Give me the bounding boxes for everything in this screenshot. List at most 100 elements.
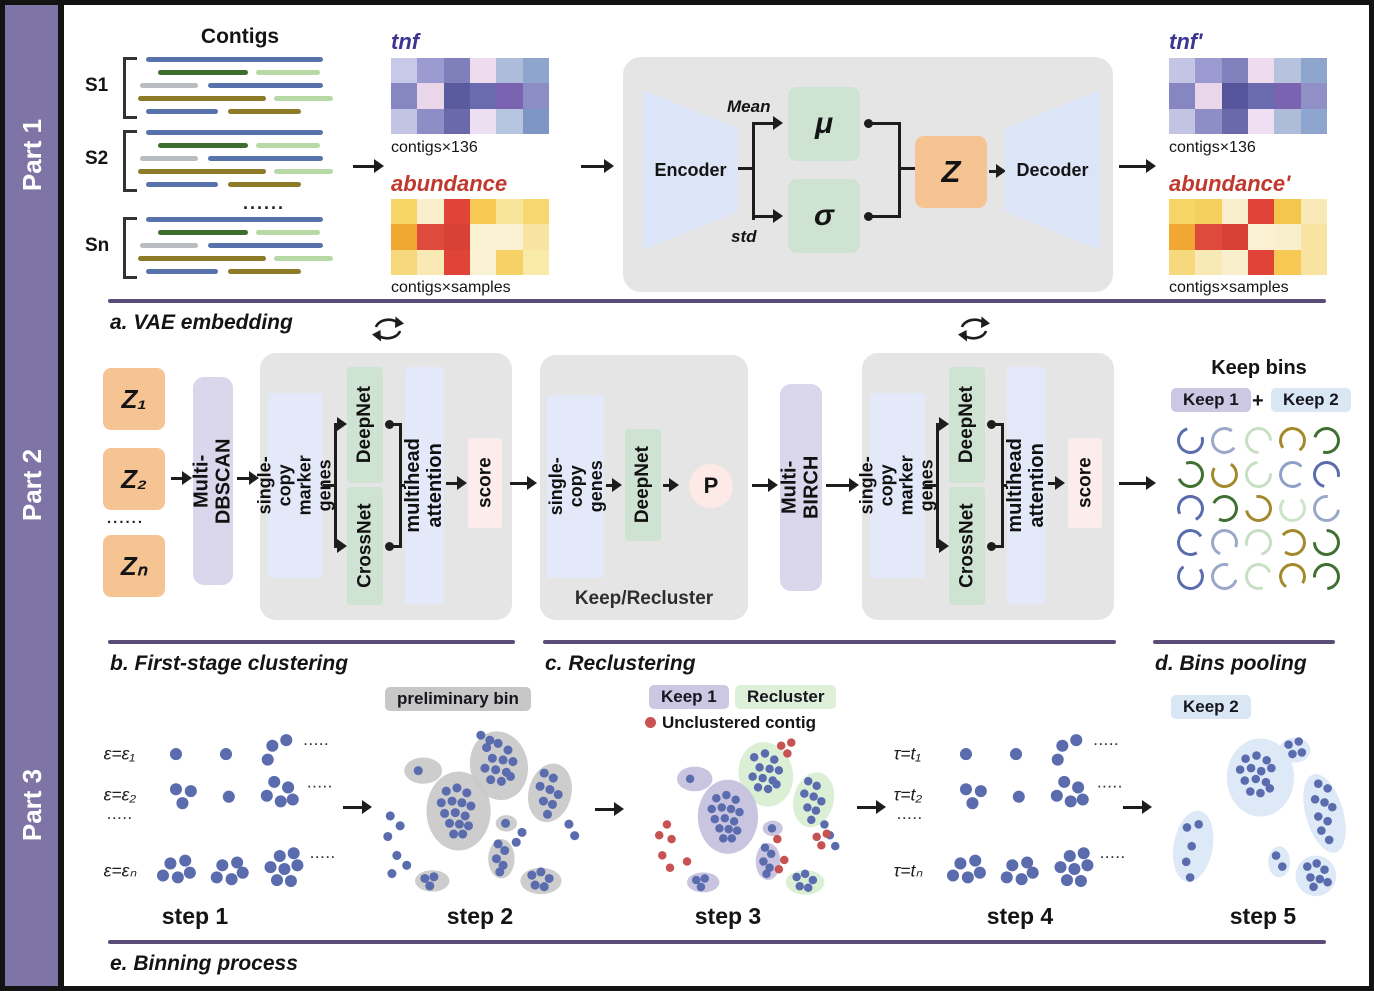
- z1-input: Z₁: [103, 368, 165, 430]
- abundance-out-sublabel: contigs×samples: [1169, 279, 1289, 296]
- abundance-sublabel: contigs×samples: [391, 279, 511, 296]
- preliminary-bin-badge: preliminary bin: [385, 687, 531, 711]
- sigma-block: σ: [788, 179, 860, 253]
- tnf-heatmap: [391, 58, 549, 134]
- z1-label: Z₁: [121, 383, 147, 414]
- heatmap-cell: [1300, 249, 1327, 275]
- tauN-label: τ=tₙ: [894, 860, 924, 880]
- bin-ring: [1206, 490, 1242, 526]
- z-block: Z: [915, 136, 987, 208]
- junction-dot: [864, 212, 873, 221]
- section-b-label: b. First-stage clustering: [110, 652, 349, 675]
- heatmap-cell: [496, 108, 523, 134]
- bin-ring: [1174, 560, 1206, 592]
- heatmap-cell: [1300, 108, 1327, 134]
- epsilon1-label: ε=ε₁: [104, 744, 136, 764]
- bin-ring: [1206, 524, 1242, 560]
- connector: [898, 122, 901, 218]
- bin-ring: [1240, 558, 1276, 594]
- keep-bins-grid: [1171, 420, 1346, 596]
- contig-line: [228, 109, 301, 114]
- tnf-out-label: tnf': [1169, 29, 1203, 54]
- sample-group-s1: S1: [85, 57, 345, 119]
- heatmap-cell: [1195, 108, 1222, 134]
- arrow-contigs-to-features: [353, 159, 384, 173]
- kr-deepnet-label: DeepNet: [632, 446, 654, 524]
- heatmap-cell: [1300, 83, 1327, 109]
- stage1-deepnet-block: DeepNet: [347, 367, 383, 483]
- arrow-stage2-to-keepbins: [1119, 476, 1156, 490]
- samples-ellipsis: ......: [243, 193, 286, 213]
- divider-c: [543, 640, 1116, 644]
- preliminary-bin-ellipses: [404, 731, 572, 895]
- keep-bins-title: Keep bins: [1211, 357, 1307, 379]
- contig-line: [208, 243, 323, 248]
- bin-ring: [1238, 420, 1278, 460]
- mu-block: μ: [788, 87, 860, 161]
- bin-ring: [1238, 454, 1278, 494]
- abundance-out-heatmap: [1169, 199, 1327, 275]
- bin-ring: [1239, 489, 1277, 527]
- multi-dbscan-block: Multi-DBSCAN: [191, 377, 235, 585]
- tnf-out-heatmap: [1169, 58, 1327, 134]
- sample-label-s1: S1: [85, 75, 109, 96]
- bin-ring: [1307, 421, 1345, 459]
- divider-a: [108, 299, 1326, 303]
- sample-group-s2: S2: [85, 130, 345, 192]
- divider-b: [108, 640, 515, 644]
- contig-line: [158, 230, 248, 235]
- contig-line: [256, 70, 320, 75]
- heatmap-cell: [391, 108, 418, 134]
- contig-line: [146, 130, 323, 135]
- bin-ring: [1276, 526, 1308, 558]
- contig-line: [138, 256, 266, 261]
- tnf-out-sublabel: contigs×136: [1169, 139, 1256, 156]
- stage2-deepnet-label: DeepNet: [956, 386, 978, 464]
- bin-ring: [1278, 494, 1306, 522]
- step3-keep1-badge: Keep 1: [649, 685, 729, 709]
- heatmap-cell: [1169, 249, 1196, 275]
- z2-label: Z₂: [121, 463, 147, 494]
- heatmap-cell: [1248, 224, 1275, 250]
- bin-ring: [1307, 489, 1345, 527]
- heatmap-cell: [1248, 249, 1275, 275]
- decoder-label: Decoder: [1016, 159, 1089, 180]
- heatmap-cell: [1274, 199, 1301, 225]
- heatmap-cell: [522, 199, 549, 225]
- section-c-label: c. Reclustering: [545, 652, 696, 675]
- connector: [869, 215, 901, 218]
- heatmap-cell: [470, 199, 497, 225]
- arrow-step1-step2: [343, 800, 372, 814]
- keep1-badge: Keep 1: [1171, 388, 1251, 412]
- heatmap-cell: [417, 83, 444, 109]
- row-ellipsis: .....: [107, 808, 133, 822]
- heatmap-cell: [1195, 58, 1222, 84]
- connector: [936, 424, 939, 548]
- contig-dots: [1181, 737, 1337, 892]
- row-ellipsis: .....: [1100, 847, 1126, 861]
- bin-ring: [1307, 455, 1345, 493]
- heatmap-cell: [1195, 249, 1222, 275]
- connector: [993, 545, 1004, 548]
- connector: [334, 424, 337, 548]
- arrow-to-deepnet: [936, 417, 949, 431]
- section-a-label: a. VAE embedding: [110, 311, 293, 334]
- contig-line: [256, 230, 320, 235]
- heatmap-cell: [417, 199, 444, 225]
- contig-dots: [383, 730, 580, 892]
- contig-line: [228, 182, 301, 187]
- heatmap-cell: [1169, 199, 1196, 225]
- row-ellipsis: .....: [308, 776, 334, 790]
- heatmap-cell: [1248, 58, 1275, 84]
- sample-label-s2: S2: [85, 148, 109, 169]
- heatmap-cell: [417, 58, 444, 84]
- bin-ring: [1172, 456, 1208, 492]
- contig-line: [274, 256, 333, 261]
- heatmap-cell: [1169, 58, 1196, 84]
- heatmap-cell: [391, 249, 418, 275]
- connector: [1001, 484, 1007, 487]
- step1-scatter: ε=ε₁ ε=ε₂ ..... ε=εₙ ..... ..... .....: [104, 734, 334, 888]
- heatmap-cell: [1221, 83, 1248, 109]
- arrow-to-crossnet: [334, 539, 347, 553]
